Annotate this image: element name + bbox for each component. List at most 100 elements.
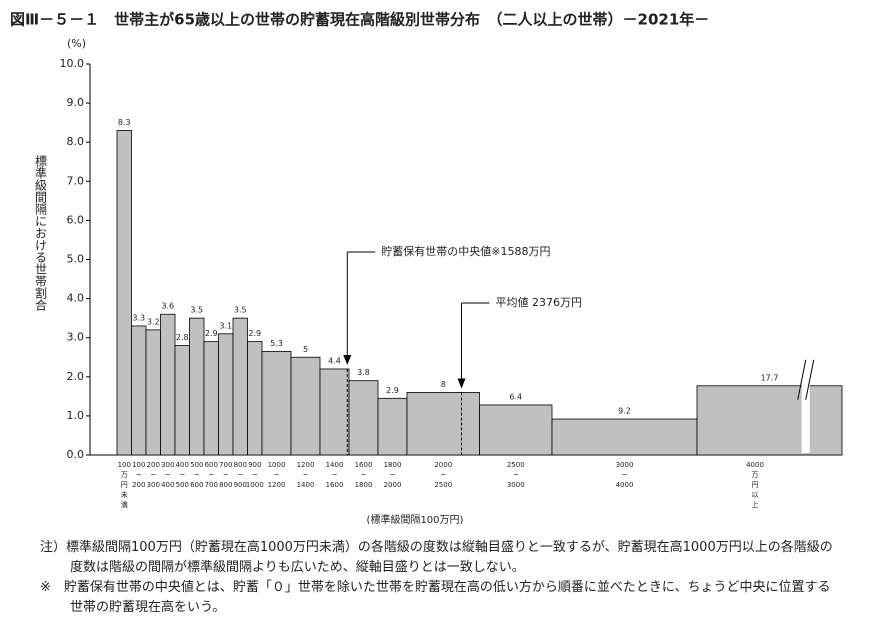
x-tick-label: 2500 [507,461,525,469]
arrow-head [343,354,352,365]
data-label: 17.7 [761,373,779,382]
x-tick-label: ~ [332,471,338,479]
x-tick-label: 2500 [434,481,452,489]
data-label: 2.9 [386,386,399,395]
data-label: 2.9 [205,329,218,338]
x-tick-label: 満 [121,501,128,509]
data-label: 3.2 [147,317,160,326]
x-tick-label: 1400 [297,481,315,489]
bar [189,317,205,456]
bar [247,341,263,456]
data-label: 3.3 [132,313,145,322]
annotation: 平均値 2376万円 [496,296,583,309]
bar [116,130,132,456]
x-tick-label: 700 [219,461,232,469]
x-tick-label: ~ [252,471,258,479]
note: 注）標準級間隔100万円（貯蓄現在高1000万円未満）の各階級の度数は縦軸目盛り… [40,540,833,575]
y-tick-label: 10.0 [60,57,85,70]
x-tick-label: ~ [390,471,396,479]
bar [377,397,408,456]
annotation: 貯蓄保有世帯の中央値※1588万円 [381,244,550,258]
data-label: 8 [441,380,446,389]
x-tick-label: ~ [274,471,280,479]
y-tick-label: 8.0 [67,135,85,148]
bar [551,418,698,456]
data-label: 3.6 [161,302,174,311]
data-label: 3.1 [219,321,232,330]
x-tick-label: 3000 [507,481,525,489]
x-tick-label: 900 [248,461,261,469]
y-unit: (%) [67,37,86,50]
break-mark [805,359,815,400]
chart: 図Ⅲ－５－１ 世帯主が65歳以上の世帯の貯蓄現在高階級別世帯分布 （二人以上の世… [10,11,843,526]
arrow-head [457,378,466,389]
bar [348,380,379,456]
x-tick-label: 以 [752,491,759,499]
data-label: 2.9 [248,329,261,338]
bar [319,368,350,456]
bar [261,350,292,456]
x-tick-label: ~ [622,471,628,479]
x-tick-label: 800 [234,461,247,469]
x-tick-label: ~ [165,471,171,479]
x-tick-label: 1400 [326,461,344,469]
x-tick-label: 万 [752,471,759,479]
break-gap [801,371,810,453]
bar [696,385,843,456]
break-mark [797,359,807,400]
x-tick-label: 1800 [355,481,373,489]
data-label: 5 [303,345,308,354]
y-tick-label: 6.0 [67,213,85,226]
x-tick-label: 円 [752,481,759,489]
x-tick-label: 500 [190,461,203,469]
x-tick-label: 300 [147,481,160,489]
x-tick-label: 1600 [326,481,344,489]
data-label: 5.3 [270,339,283,348]
data-label: 8.3 [118,118,131,127]
data-label: 9.2 [618,407,631,416]
x-tick-label: ~ [179,471,185,479]
notes: 注）標準級間隔100万円（貯蓄現在高1000万円未満）の各階級の度数は縦軸目盛り… [40,538,840,618]
x-tick-label: 600 [205,461,218,469]
chart-title: 図Ⅲ－５－１ 世帯主が65歳以上の世帯の貯蓄現在高階級別世帯分布 （二人以上の世… [10,11,709,29]
y-tick-label: 5.0 [67,253,85,266]
x-tick-label: 600 [190,481,203,489]
bar [290,356,321,456]
y-tick-label: 0.0 [67,448,85,461]
x-tick-label: 400 [161,481,174,489]
x-tick-label: 700 [205,481,218,489]
y-tick-label: 2.0 [67,370,85,383]
x-tick-label: 500 [176,481,189,489]
y-axis-title: 標準級間隔における世帯割合 [34,155,48,311]
x-tick-label: 円 [121,481,128,489]
x-tick-label: ~ [150,471,156,479]
y-tick-label: 7.0 [67,174,85,187]
bar [174,345,190,456]
x-tick-label: 上 [752,500,759,509]
bar [131,325,147,456]
data-label: 2.8 [176,333,189,342]
x-tick-label: 1200 [268,481,286,489]
x-tick-label: 4000 [616,481,634,489]
x-tick-label: ~ [194,471,200,479]
x-tick-label: 1000 [246,481,264,489]
bar [232,317,248,456]
x-tick-label: ~ [361,471,367,479]
x-tick-label: 1800 [384,461,402,469]
bar [203,341,219,456]
x-tick-label: 100 [132,461,145,469]
x-tick-label: ~ [223,471,229,479]
y-tick-label: 1.0 [67,409,85,422]
x-tick-label: ~ [237,471,243,479]
bar [479,404,553,456]
note: ※ 貯蓄保有世帯の中央値とは、貯蓄「０」世帯を除いた世帯を貯蓄現在高の低い方から… [40,580,831,615]
x-tick-label: ~ [513,471,519,479]
data-label: 3.5 [190,306,203,315]
data-label: 4.4 [328,356,341,365]
x-tick-label: 1200 [297,461,315,469]
x-tick-label: 未 [121,490,128,499]
x-tick-label: 200 [147,461,160,469]
data-label: 6.4 [509,392,522,401]
y-tick-label: 3.0 [67,331,85,344]
